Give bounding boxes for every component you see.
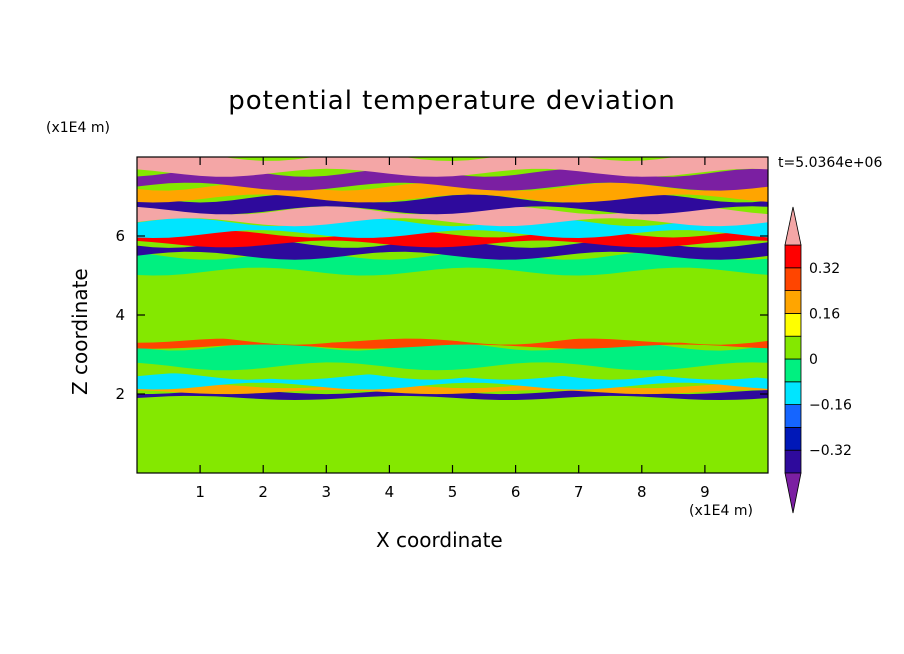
colorbar-extend-min — [784, 472, 802, 514]
x-tick-label: 2 — [258, 483, 268, 501]
x-tick-label: 3 — [322, 483, 332, 501]
colorbar-tick-label: 0.32 — [809, 261, 840, 277]
x-tick-label: 7 — [574, 483, 584, 501]
colorbar-tick-label: −0.32 — [809, 443, 852, 459]
field-band — [137, 338, 768, 349]
x-tick-label: 5 — [448, 483, 458, 501]
y-axis: 2 4 6 — [115, 227, 768, 403]
colorbar-tick-label: −0.16 — [809, 398, 852, 414]
time-label: t=5.0364e+06 — [778, 155, 883, 171]
x-tick-label: 4 — [385, 483, 395, 501]
field-band — [137, 303, 768, 345]
colorbar: −0.32 −0.16 0 0.16 0.32 — [784, 206, 852, 514]
x-tick-label: 6 — [511, 483, 521, 501]
colorbar-bin — [784, 312, 802, 337]
y-tick-label: 6 — [115, 227, 125, 245]
colorbar-bin — [784, 449, 802, 474]
field-band — [137, 218, 768, 238]
colorbar-bin — [784, 290, 802, 314]
x-tick-label: 9 — [700, 483, 710, 501]
colorbar-tick-label: 0.16 — [809, 306, 840, 322]
colorbar-bin — [784, 267, 802, 291]
chart-title: potential temperature deviation — [228, 86, 676, 116]
colorbar-bin — [784, 381, 802, 405]
y-axis-unit: (x1E4 m) — [46, 120, 110, 136]
colorbar-extend-max — [784, 206, 802, 246]
field-band — [137, 362, 768, 380]
colorbar-bin — [784, 335, 802, 360]
colorbar-bin — [784, 426, 802, 451]
field-band — [137, 267, 768, 312]
x-axis: 1 2 3 4 5 6 7 8 9 — [195, 157, 710, 501]
y-tick-label: 4 — [115, 306, 125, 324]
field-band — [137, 342, 768, 371]
colorbar-bin — [784, 244, 802, 269]
x-tick-label: 1 — [195, 483, 205, 501]
heatmap-field — [137, 157, 768, 473]
field-band — [137, 157, 768, 177]
y-tick-label: 2 — [115, 385, 125, 403]
colorbar-bin — [784, 404, 802, 428]
field-band — [137, 394, 768, 473]
x-axis-unit: (x1E4 m) — [689, 503, 753, 519]
x-axis-label: X coordinate — [376, 528, 503, 552]
field-band — [137, 384, 768, 395]
colorbar-tick-label: 0 — [809, 352, 818, 368]
x-tick-label: 8 — [637, 483, 647, 501]
colorbar-bin — [784, 358, 802, 383]
field-band — [137, 206, 768, 227]
